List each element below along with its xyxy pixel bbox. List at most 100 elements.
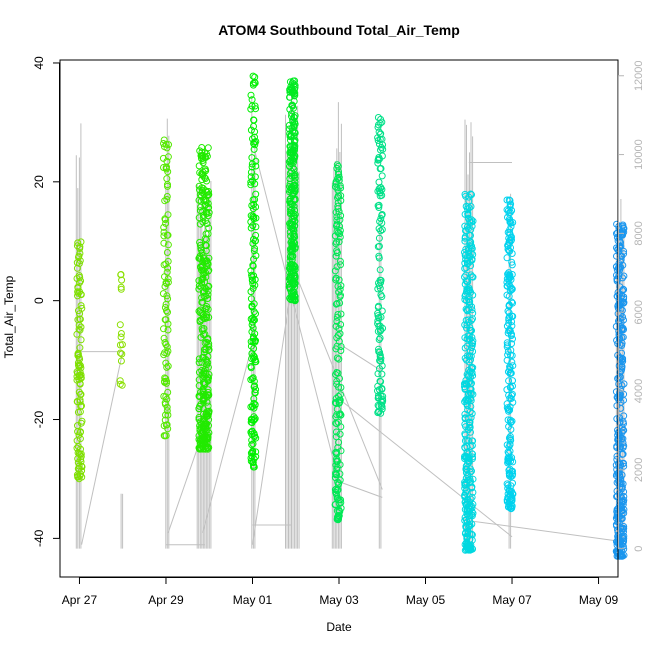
temperature-point — [205, 313, 213, 321]
temperature-point — [247, 363, 255, 370]
temperature-point — [468, 437, 476, 445]
temperature-point — [252, 223, 260, 231]
x-tick-label: May 09 — [579, 593, 619, 607]
temperature-point — [506, 197, 514, 204]
temperature-point — [200, 196, 208, 204]
temperature-point — [506, 202, 514, 210]
temperature-point — [252, 337, 259, 345]
temperature-point — [288, 253, 296, 261]
temperature-point — [161, 283, 169, 290]
temperature-point — [204, 402, 212, 410]
temperature-point — [505, 273, 513, 281]
temperature-point — [331, 267, 339, 275]
temperature-point — [503, 339, 511, 347]
temperature-point — [505, 503, 513, 511]
temperature-point — [290, 238, 298, 246]
temperature-point — [195, 196, 203, 204]
temperature-point — [504, 207, 512, 215]
temperature-point — [465, 286, 473, 294]
temperature-point — [289, 148, 297, 156]
y-axis-label: Total_Air_Temp — [2, 275, 16, 358]
temperature-point — [202, 175, 209, 182]
temperature-point — [250, 140, 258, 147]
temperature-point — [118, 341, 126, 349]
temperature-point — [199, 327, 206, 335]
axes-layer: Apr 27 Apr 29 May 01 May 03 May 05 May 07 May … — [32, 56, 645, 607]
temperature-point — [469, 291, 477, 299]
temperature-point — [620, 420, 627, 428]
temperature-point — [73, 398, 81, 405]
temperature-point — [375, 225, 383, 233]
temperature-point — [334, 516, 342, 523]
temperature-point — [73, 444, 81, 452]
temperature-point — [117, 330, 125, 337]
temperature-point — [202, 285, 210, 293]
temperature-point — [163, 407, 171, 415]
temperature-point — [252, 448, 260, 456]
temperature-point — [377, 409, 385, 417]
temperature-point — [289, 87, 297, 95]
temperature-point — [334, 282, 342, 290]
temperature-point — [249, 135, 256, 143]
temperature-point — [290, 165, 298, 173]
temperature-point — [199, 395, 207, 402]
temperature-point — [289, 164, 297, 172]
temperature-point — [466, 298, 474, 306]
temperature-point — [463, 510, 471, 518]
temperature-point — [74, 350, 82, 358]
temperature-point — [616, 459, 624, 467]
temperature-point — [332, 469, 340, 477]
temperature-point — [199, 214, 207, 222]
temperature-point — [251, 73, 259, 81]
temperature-point — [77, 419, 85, 427]
temperature-point — [205, 371, 213, 378]
temperature-point — [508, 236, 515, 244]
temperature-point — [286, 93, 294, 101]
temperature-point — [118, 276, 126, 284]
temperature-point — [288, 101, 296, 109]
temperature-point — [506, 384, 514, 392]
temperature-point — [204, 144, 212, 152]
temperature-point — [465, 454, 473, 461]
temperature-point — [291, 112, 299, 120]
temperature-point — [378, 172, 386, 180]
temperature-point — [204, 386, 212, 394]
temperature-point — [508, 497, 516, 505]
temperature-point — [196, 317, 204, 324]
temperature-point — [375, 128, 383, 136]
temperature-point — [250, 377, 258, 385]
temperature-point — [334, 205, 342, 213]
temperature-point — [464, 203, 472, 211]
temperature-point — [465, 332, 473, 340]
temperature-point — [196, 254, 204, 262]
temperature-point — [333, 465, 341, 473]
temperature-point — [505, 486, 513, 494]
temperature-point — [334, 486, 342, 494]
temperature-point — [468, 216, 475, 224]
temperature-point — [117, 283, 125, 291]
temperature-point — [503, 480, 511, 488]
temperature-point — [466, 389, 474, 397]
temperature-point — [375, 121, 382, 129]
temperature-point — [376, 155, 383, 163]
temperature-point — [163, 379, 170, 387]
temperature-point — [203, 398, 211, 406]
temperature-point — [164, 326, 172, 334]
x-tick-label: Apr 29 — [148, 593, 184, 607]
temperature-point — [333, 380, 341, 388]
temperature-point — [620, 298, 628, 306]
temperature-point — [161, 339, 169, 346]
temperature-point — [461, 296, 469, 304]
temperature-point — [333, 263, 341, 271]
temperature-point — [620, 396, 627, 404]
temperature-point — [468, 342, 476, 350]
temperature-point — [503, 254, 511, 262]
temperature-point — [75, 260, 83, 267]
temperature-point — [508, 392, 516, 399]
temperature-point — [199, 353, 207, 361]
temperature-point — [619, 480, 627, 488]
temperature-point — [463, 478, 471, 486]
temperature-point — [337, 343, 345, 350]
temperature-point — [508, 258, 516, 266]
temperature-point — [335, 192, 343, 200]
